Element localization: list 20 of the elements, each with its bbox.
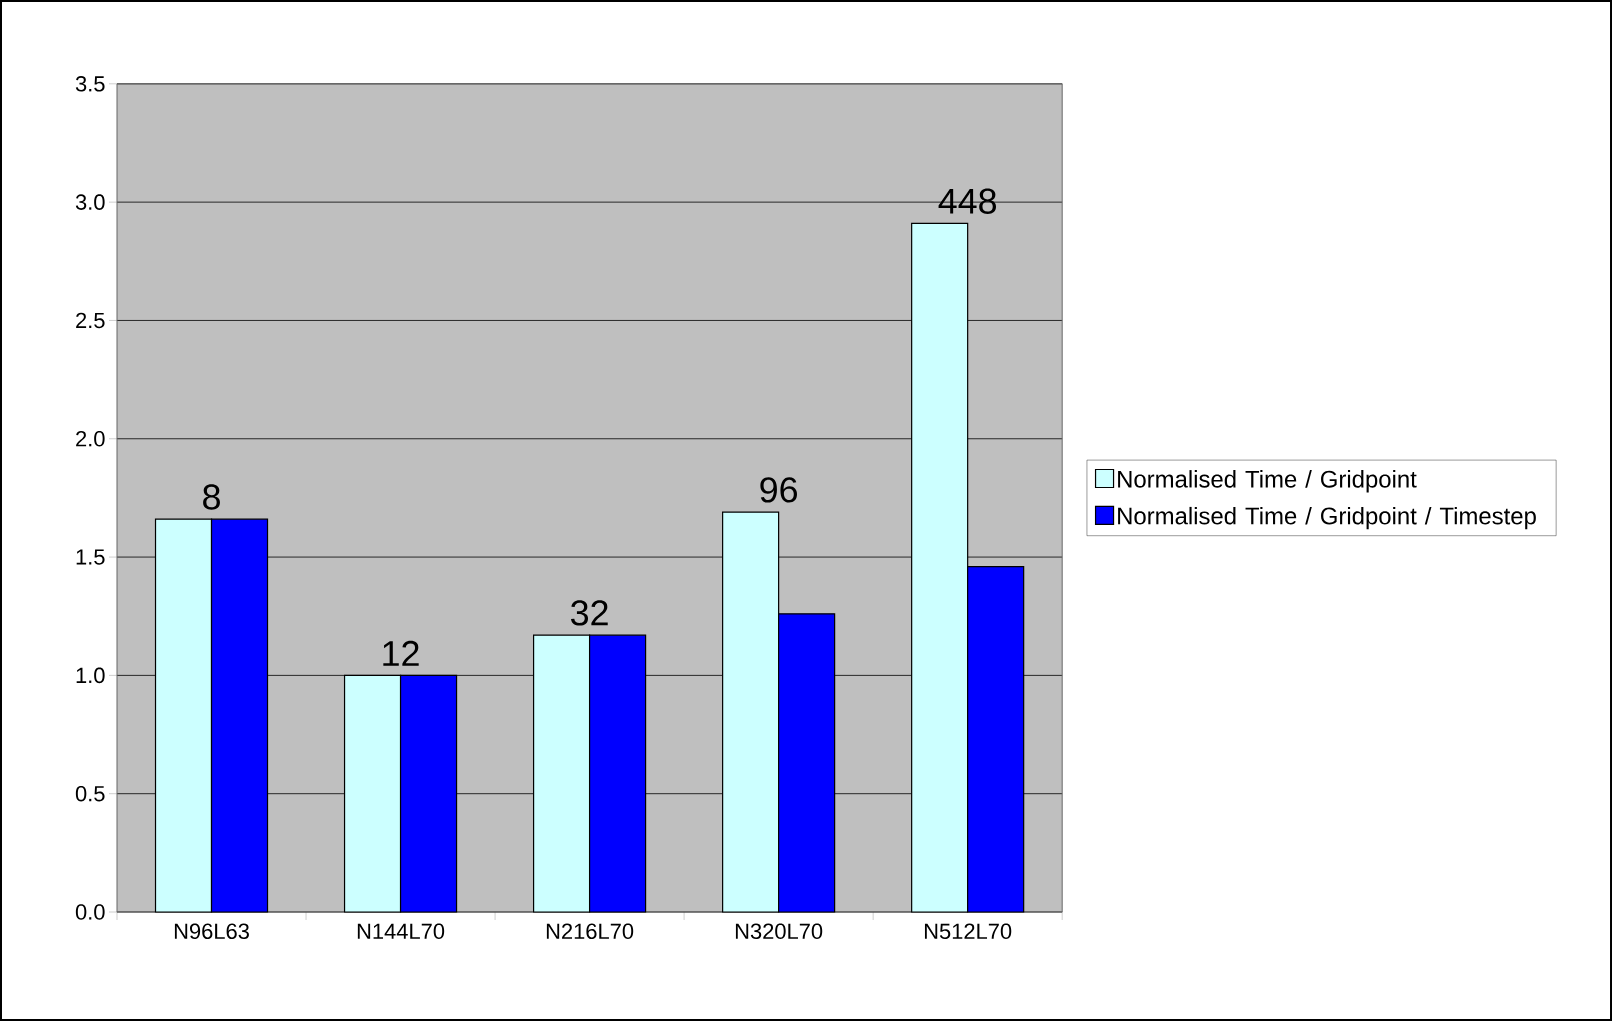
x-tick-label: N512L70 — [924, 923, 1012, 940]
y-tick-label: 1.0 — [76, 667, 105, 684]
y-tick-label: 2.5 — [76, 312, 105, 329]
y-tick-label: 3.0 — [75, 194, 105, 210]
x-tick-label: N144L70 — [357, 923, 445, 940]
annotation: 12 — [383, 640, 419, 666]
x-tick-label: N320L70 — [735, 923, 823, 940]
annotation: 96 — [760, 477, 797, 503]
y-tick-label: 0.5 — [75, 785, 105, 802]
y-tick-label: 0.0 — [75, 904, 105, 920]
legend-label: Normalised Time / Gridpoint / Timestep — [1118, 506, 1536, 530]
annotation: 8 — [203, 484, 220, 510]
x-tick-label: N216L70 — [546, 923, 634, 940]
annotation: 448 — [938, 188, 997, 214]
y-tick-label: 3.5 — [75, 76, 105, 92]
y-tick-label: 1.5 — [76, 549, 105, 565]
legend-label: Normalised Time / Gridpoint — [1118, 470, 1417, 493]
y-tick-label: 2.0 — [76, 430, 105, 447]
annotation: 32 — [571, 600, 608, 626]
x-tick-label: N96L63 — [174, 923, 249, 940]
